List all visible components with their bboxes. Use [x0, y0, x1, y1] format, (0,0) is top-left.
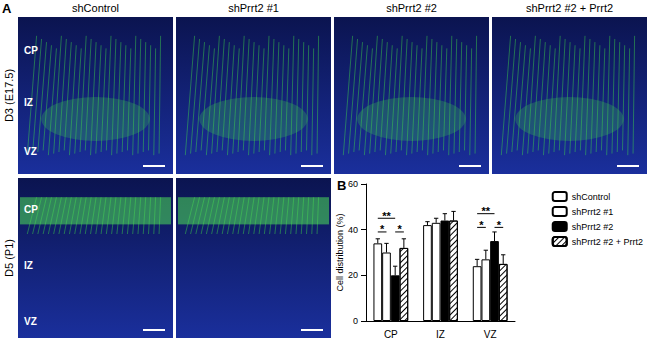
svg-text:shPrrt2 #1: shPrrt2 #1 — [228, 2, 279, 14]
svg-text:IZ: IZ — [24, 260, 33, 271]
svg-text:IZ: IZ — [436, 329, 445, 340]
svg-text:**: ** — [382, 210, 391, 222]
svg-text:CP: CP — [24, 204, 38, 215]
svg-text:*: * — [479, 219, 484, 231]
svg-text:A: A — [2, 1, 12, 16]
svg-text:shPrrt2 #2: shPrrt2 #2 — [572, 222, 614, 232]
svg-text:20: 20 — [348, 270, 358, 280]
svg-text:shControl: shControl — [72, 2, 119, 14]
svg-text:shPrrt2 #2 + Prrt2: shPrrt2 #2 + Prrt2 — [572, 237, 643, 247]
svg-text:**: ** — [482, 205, 491, 217]
svg-text:CP: CP — [24, 45, 38, 56]
svg-text:0: 0 — [353, 316, 358, 326]
svg-text:VZ: VZ — [484, 329, 497, 340]
svg-text:VZ: VZ — [24, 316, 37, 327]
svg-text:shPrrt2 #2 + Prrt2: shPrrt2 #2 + Prrt2 — [526, 2, 613, 14]
svg-text:B: B — [337, 178, 346, 193]
svg-text:*: * — [380, 223, 385, 235]
svg-text:D3 (E17.5): D3 (E17.5) — [3, 69, 15, 122]
svg-text:60: 60 — [348, 179, 358, 189]
svg-text:D5 (P1): D5 (P1) — [3, 239, 15, 277]
svg-text:*: * — [497, 219, 502, 231]
svg-text:IZ: IZ — [24, 97, 33, 108]
svg-text:CP: CP — [384, 329, 398, 340]
svg-text:VZ: VZ — [24, 146, 37, 157]
svg-text:40: 40 — [348, 225, 358, 235]
svg-text:shControl: shControl — [572, 192, 611, 202]
svg-text:Cell distribution (%): Cell distribution (%) — [335, 213, 345, 291]
svg-text:shPrrt2 #1: shPrrt2 #1 — [572, 207, 614, 217]
svg-text:*: * — [397, 223, 402, 235]
svg-text:shPrrt2 #2: shPrrt2 #2 — [386, 2, 437, 14]
